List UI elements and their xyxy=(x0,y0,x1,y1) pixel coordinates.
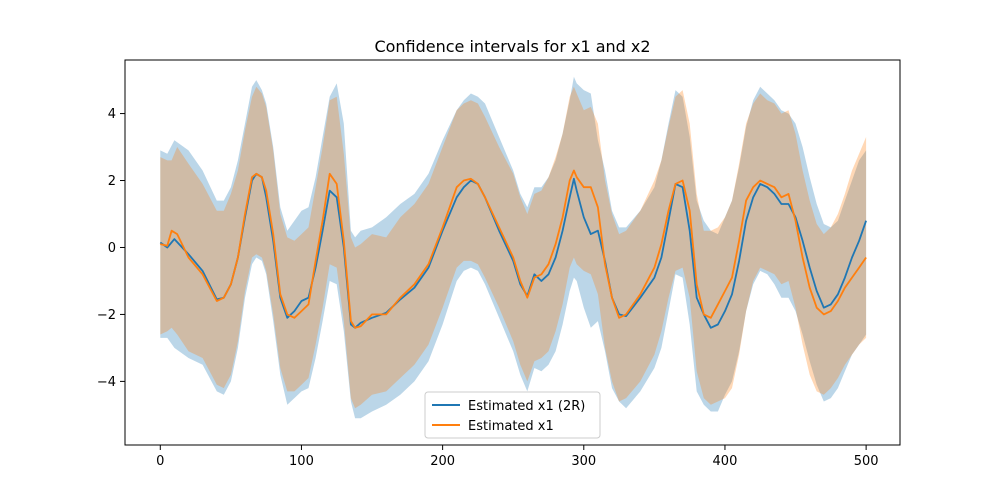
y-tick-label: −4 xyxy=(97,375,116,390)
x-tick-label: 200 xyxy=(430,454,455,469)
series-line-x1 xyxy=(160,169,867,329)
plot-area xyxy=(159,76,867,419)
y-tick-label: 0 xyxy=(108,241,116,256)
plot-frame xyxy=(124,59,901,446)
legend-label-x1-2r: Estimated x1 (2R) xyxy=(468,399,585,414)
y-tick-label: 2 xyxy=(108,174,116,189)
x-tick-label: 300 xyxy=(571,454,596,469)
confidence-band-x1-2r xyxy=(160,76,867,419)
x-tick-label: 0 xyxy=(156,454,164,469)
x-axis: 0 100 200 300 400 500 xyxy=(156,445,879,469)
x-tick-label: 500 xyxy=(854,454,879,469)
legend: Estimated x1 (2R) Estimated x1 xyxy=(424,391,601,439)
y-axis: −4 −2 0 2 4 xyxy=(97,107,125,390)
x-tick-label: 100 xyxy=(289,454,314,469)
legend-box xyxy=(424,391,601,439)
confidence-band-x1 xyxy=(160,86,867,409)
y-tick-label: −2 xyxy=(97,308,116,323)
y-tick-label: 4 xyxy=(108,107,116,122)
legend-label-x1: Estimated x1 xyxy=(468,419,554,434)
x-tick-label: 400 xyxy=(713,454,738,469)
chart-title: Confidence intervals for x1 and x2 xyxy=(374,37,650,56)
